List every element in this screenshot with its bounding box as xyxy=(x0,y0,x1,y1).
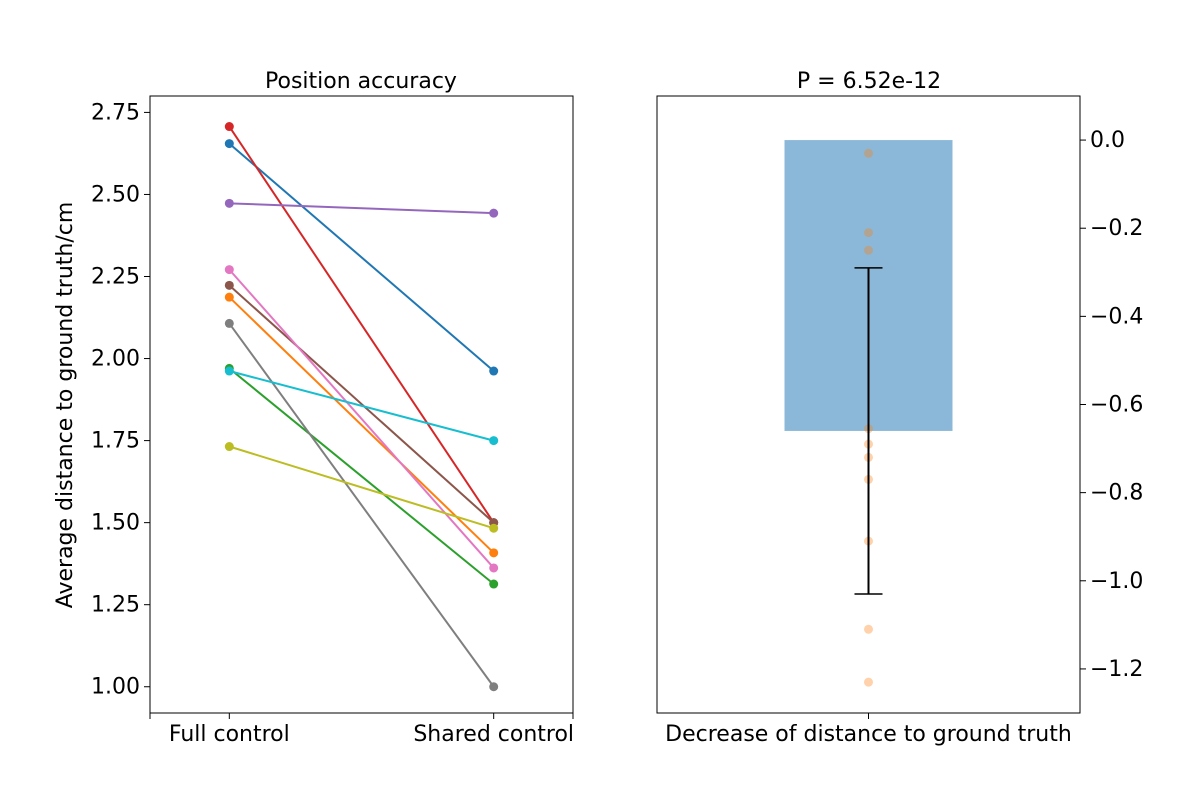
series-point xyxy=(489,548,499,558)
right-y-tick-label: −0.2 xyxy=(1090,216,1143,241)
series-line-group xyxy=(224,198,499,218)
right-y-tick-label: 0.0 xyxy=(1090,128,1125,153)
series-line xyxy=(229,202,494,215)
series-line xyxy=(228,367,495,585)
left-y-axis-label: Average distance to ground truth/cm xyxy=(53,202,78,609)
right-chart-title: P = 6.52e-12 xyxy=(797,69,941,94)
series-point xyxy=(224,318,234,328)
left-y-tick-label: 1.75 xyxy=(91,429,140,454)
left-y-tick-label: 2.50 xyxy=(91,182,140,207)
series-line xyxy=(228,296,495,554)
series-line-group xyxy=(224,292,499,558)
position-accuracy-panel: Position accuracy Average distance to gr… xyxy=(53,69,574,747)
right-y-tick-label: −0.6 xyxy=(1090,393,1143,418)
series-line xyxy=(228,125,495,524)
series-point xyxy=(224,198,234,208)
decrease-panel: P = 6.52e-12 0.0 −0.2 −0.4 −0.6 −0.8 −1.0 −1.2… xyxy=(656,69,1143,747)
series-line-group xyxy=(224,280,499,528)
series-point xyxy=(489,563,499,573)
right-x-axis: Decrease of distance to ground truth xyxy=(665,713,1072,747)
subject-point xyxy=(864,148,873,158)
series-line-group xyxy=(224,366,499,446)
series-line-group xyxy=(224,363,499,589)
series-point xyxy=(489,366,499,376)
right-plot-frame xyxy=(656,95,1081,714)
series-line-group xyxy=(224,122,499,528)
series-point xyxy=(224,122,234,132)
left-chart-title: Position accuracy xyxy=(265,69,457,94)
right-y-tick-label: −0.8 xyxy=(1090,481,1143,506)
series-line-group xyxy=(224,139,499,376)
series-point xyxy=(224,265,234,275)
left-x-axis: Full control Shared control xyxy=(149,713,574,747)
series-point xyxy=(489,579,499,589)
right-y-tick-label: −0.4 xyxy=(1090,304,1143,329)
left-y-tick-label: 1.50 xyxy=(91,511,140,536)
series-point xyxy=(224,292,234,302)
series-line-group xyxy=(224,265,499,573)
left-y-tick-label: 2.25 xyxy=(91,265,140,290)
series-point xyxy=(489,208,499,218)
series-line xyxy=(228,322,495,688)
left-y-tick-label: 1.25 xyxy=(91,593,140,618)
subject-point xyxy=(864,245,873,255)
subject-point xyxy=(864,228,873,238)
series-line-group xyxy=(224,318,499,692)
right-y-tick-label: −1.2 xyxy=(1090,657,1143,682)
subject-point xyxy=(864,624,873,634)
left-series-group xyxy=(224,122,499,692)
series-point xyxy=(224,139,234,149)
series-line xyxy=(229,370,494,442)
series-line xyxy=(229,445,494,530)
series-point xyxy=(489,523,499,533)
right-x-tick-label: Decrease of distance to ground truth xyxy=(665,722,1072,747)
right-y-axis: 0.0 −0.2 −0.4 −0.6 −0.8 −1.0 −1.2 xyxy=(1080,128,1143,682)
series-line xyxy=(228,284,495,524)
series-point xyxy=(489,682,499,692)
series-point xyxy=(489,436,499,446)
left-x-tick-label: Shared control xyxy=(413,722,574,747)
series-line-group xyxy=(224,442,499,533)
subject-point xyxy=(864,677,873,687)
left-y-tick-label: 2.75 xyxy=(91,100,140,125)
series-point xyxy=(224,280,234,290)
right-error-bar-group xyxy=(854,267,883,595)
left-x-tick-label: Full control xyxy=(169,722,290,747)
series-line xyxy=(228,142,495,372)
left-y-tick-label: 2.00 xyxy=(91,347,140,372)
series-point xyxy=(224,366,234,376)
right-y-tick-label: −1.0 xyxy=(1090,569,1143,594)
left-y-tick-label: 1.00 xyxy=(91,675,140,700)
series-line xyxy=(228,268,495,569)
left-y-axis: 1.00 1.25 1.50 1.75 2.00 2.25 2.50 2.75 xyxy=(91,100,150,700)
series-point xyxy=(224,442,234,452)
left-plot-frame xyxy=(149,95,574,714)
